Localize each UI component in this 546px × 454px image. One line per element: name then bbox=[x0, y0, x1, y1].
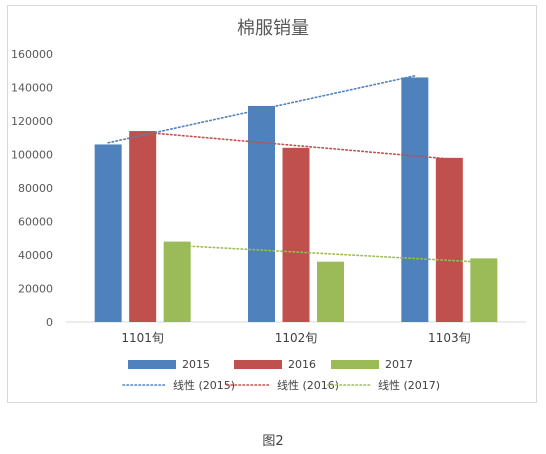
bar-2015-1101旬 bbox=[94, 144, 122, 322]
y-tick-label: 100000 bbox=[11, 149, 53, 162]
trendline-2016 bbox=[141, 131, 451, 160]
bar-2017-1101旬 bbox=[163, 241, 191, 322]
figure-caption: 图2 bbox=[262, 434, 284, 449]
bar-2016-1102旬 bbox=[282, 147, 310, 322]
y-tick-label: 0 bbox=[46, 316, 53, 329]
y-tick-label: 80000 bbox=[18, 182, 53, 195]
legend-swatch-2017 bbox=[331, 360, 379, 369]
y-tick-label: 160000 bbox=[11, 48, 53, 61]
legend-trend-label: 线性 (2017) bbox=[378, 378, 440, 392]
bar-2017-1102旬 bbox=[317, 261, 344, 322]
chart-frame: 棉服销量 0 20000 40000 60000 80000 100000 120000 140… bbox=[7, 5, 537, 403]
legend-trend-label: 线性 (2016) bbox=[277, 378, 339, 392]
trendline-2017 bbox=[176, 244, 485, 264]
bar-2015-1103旬 bbox=[401, 77, 429, 322]
legend-label-2015: 2015 bbox=[182, 358, 210, 371]
y-tick-label: 20000 bbox=[18, 283, 53, 296]
bar-2017-1103旬 bbox=[470, 258, 498, 322]
legend-swatch-2015 bbox=[128, 360, 176, 369]
legend-swatch-2016 bbox=[234, 360, 282, 369]
x-category-label: 1103旬 bbox=[428, 331, 471, 345]
y-tick-label: 140000 bbox=[11, 82, 53, 95]
x-category-label: 1101旬 bbox=[121, 331, 164, 345]
y-tick-label: 40000 bbox=[18, 249, 53, 262]
bar-2016-1103旬 bbox=[435, 157, 463, 322]
bar-2016-1101旬 bbox=[129, 131, 157, 322]
legend-label-2016: 2016 bbox=[288, 358, 316, 371]
x-category-label: 1102旬 bbox=[275, 331, 318, 345]
y-tick-label: 60000 bbox=[18, 216, 53, 229]
legend-label-2017: 2017 bbox=[385, 358, 413, 371]
chart-title: 棉服销量 bbox=[237, 18, 309, 39]
trendline-2015 bbox=[107, 74, 416, 144]
chart-svg: 棉服销量 0 20000 40000 60000 80000 100000 120000 140… bbox=[11, 18, 526, 392]
bar-2015-1102旬 bbox=[248, 105, 275, 322]
y-tick-label: 120000 bbox=[11, 115, 53, 128]
legend-trend-label: 线性 (2015) bbox=[173, 378, 235, 392]
